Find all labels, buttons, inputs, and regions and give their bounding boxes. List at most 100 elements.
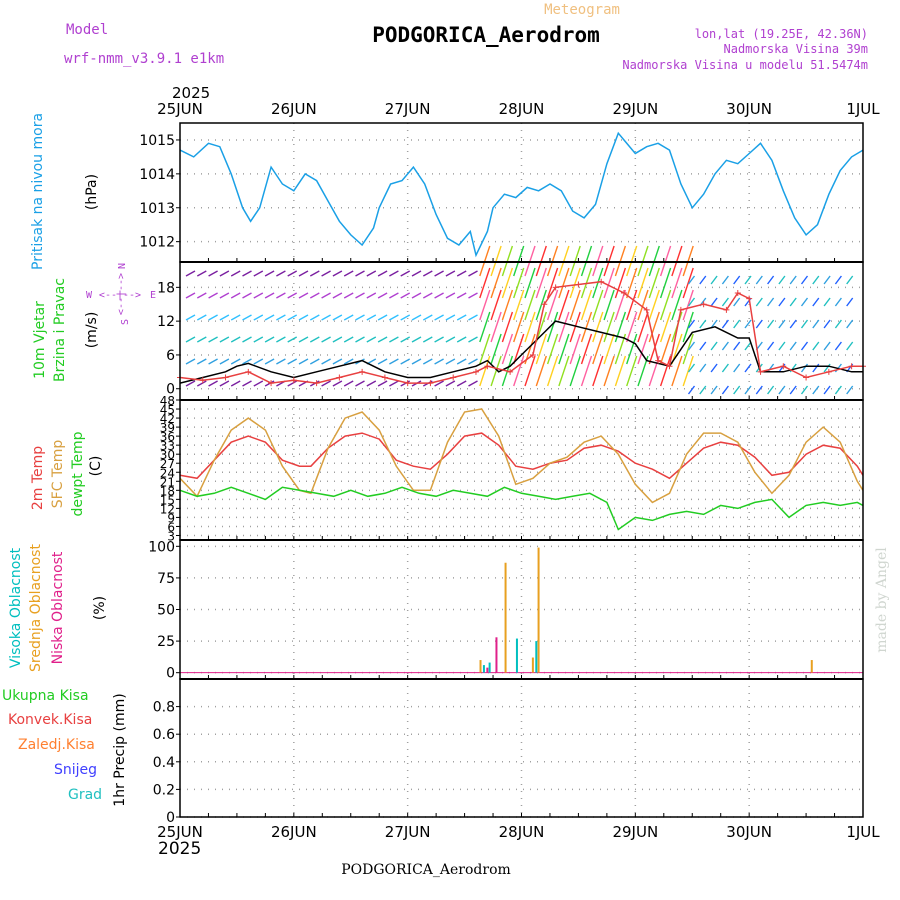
y-tick-label: 0 — [166, 382, 175, 398]
y-tick-label: 12 — [160, 502, 175, 516]
wind-arrow — [524, 289, 536, 321]
y-tick-label: 0.8 — [153, 700, 175, 716]
wind-arrow — [264, 314, 275, 321]
wind-arrow — [501, 267, 514, 299]
wind-arrow — [812, 385, 820, 395]
y-tick-label: 0.2 — [153, 782, 175, 798]
cloud-bar — [486, 667, 489, 673]
wind-arrow — [603, 333, 615, 365]
wind-arrow — [800, 341, 809, 351]
wind-arrow — [846, 319, 854, 329]
bottom-x-tick-label: 28JUN — [499, 823, 545, 841]
cloud-bar — [535, 641, 538, 673]
wind-arrow — [422, 292, 433, 299]
wind-arrow — [789, 297, 797, 307]
wind-arrow — [343, 270, 354, 277]
y-tick-label: 6 — [166, 348, 175, 364]
wind-arrow — [400, 292, 411, 299]
wind-arrow — [479, 311, 491, 343]
wind-arrow — [648, 289, 660, 321]
wind-arrow — [185, 358, 196, 365]
wind-arrow — [789, 385, 797, 395]
y-tick-label: 1013 — [139, 201, 175, 217]
panel-wind: 0 6 12 18 — [157, 245, 866, 401]
wind-arrow — [834, 385, 842, 395]
panel-cloud: 0 25 50 75 100 — [148, 539, 864, 682]
gust-marker — [484, 363, 491, 370]
wind-arrow — [823, 297, 831, 307]
wind-arrow — [812, 341, 820, 351]
wind-arrow — [846, 385, 854, 395]
wind-arrow — [185, 380, 196, 387]
wind-arrow — [343, 314, 354, 321]
wind-arrow — [366, 292, 377, 299]
wind-arrow — [434, 380, 444, 387]
wind-arrow — [755, 319, 763, 329]
wind-arrow — [434, 314, 444, 321]
wind-arrow — [733, 341, 741, 351]
wind-arrow — [659, 311, 672, 343]
wind-arrow — [733, 363, 741, 373]
wind-arrow — [242, 314, 252, 321]
compass-w: W — [86, 290, 93, 301]
gust-marker — [598, 278, 605, 285]
wind-arrow — [208, 358, 218, 365]
wind-compass: <--|--> N S W E <--|--> — [86, 263, 156, 325]
wind-arrow — [309, 358, 320, 365]
precip-legend: Ukupna Kisa Konvek.Kisa Zaledj.Kisa Snij… — [2, 688, 128, 807]
gust-marker — [655, 357, 662, 364]
wind-arrow — [580, 311, 593, 343]
wind-arrow — [513, 355, 525, 387]
wind-arrow — [524, 267, 536, 299]
wind-arrow — [264, 336, 275, 343]
wind-arrow — [626, 311, 638, 343]
top-x-tick-label: 25JUN — [157, 100, 203, 118]
wind-arrow — [687, 275, 696, 285]
cloud-bar — [495, 637, 498, 673]
gust-marker — [848, 363, 855, 370]
wind-arrow — [208, 314, 218, 321]
watermark: made by Angel — [874, 547, 890, 653]
gust-marker — [643, 306, 650, 313]
wind-arrow — [682, 333, 694, 365]
wind-arrow — [733, 319, 741, 329]
wind-arrow — [411, 358, 422, 365]
wind-arrow — [298, 336, 309, 343]
wind-arrow — [185, 292, 196, 299]
wind-arrow — [456, 270, 467, 277]
wind-arrow — [321, 270, 331, 277]
wind-arrow — [208, 270, 218, 277]
wind-arrow — [592, 333, 604, 365]
wind-arrow — [422, 358, 433, 365]
wind-arrow — [580, 289, 593, 321]
wind-arrow — [298, 270, 309, 277]
wind-arrow — [744, 341, 752, 351]
wind-arrow — [789, 341, 797, 351]
wind-arrow — [637, 333, 649, 365]
cloud-bar — [482, 665, 485, 673]
wind-arrow — [558, 355, 570, 387]
wind-arrow — [377, 270, 388, 277]
wind-arrow — [812, 319, 820, 329]
wind-arrow — [834, 275, 842, 285]
wind-arrow — [490, 289, 502, 321]
wind-arrow — [671, 289, 683, 321]
wind-arrow — [671, 355, 683, 387]
wind-arrow — [614, 333, 627, 365]
wind-arrow — [196, 314, 207, 321]
gust-marker — [677, 306, 684, 313]
wind-arrow — [603, 355, 615, 387]
wind-arrow — [479, 267, 491, 299]
wind-arrow — [721, 319, 729, 329]
wind-arrow — [411, 270, 422, 277]
wind-arrow — [846, 275, 854, 285]
wind-ylabel: 10m Vjetar Brzina i Pravac (m/s) — [32, 278, 100, 382]
wind-arrow — [699, 385, 707, 395]
y-tick-label: 12 — [157, 314, 175, 330]
wind-arrow — [287, 380, 298, 387]
elevation-label: Nadmorska Visina 39m — [724, 42, 869, 56]
pressure-ylabel: Pritisak na nivou mora (hPa) — [30, 113, 100, 270]
wind-arrow — [445, 380, 456, 387]
